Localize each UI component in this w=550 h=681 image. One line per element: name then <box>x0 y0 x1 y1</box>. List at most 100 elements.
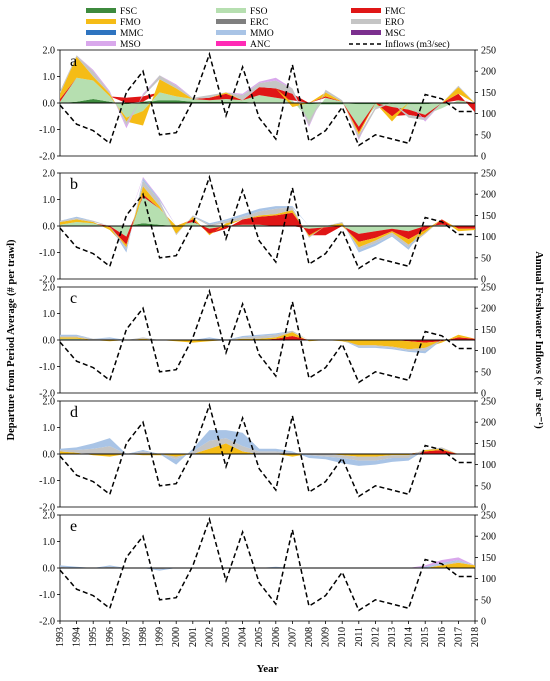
legend-label: ANC <box>250 40 270 50</box>
tick-label: -1.0 <box>39 590 55 601</box>
tick-label: 0.0 <box>43 564 56 575</box>
area-series-group <box>60 557 475 571</box>
area-fmo <box>60 443 475 457</box>
x-tick-label: 2007 <box>287 627 298 647</box>
x-tick-label: 2001 <box>188 627 199 647</box>
legend-entry-anc: ANC <box>216 40 270 50</box>
area-fmc <box>60 77 475 133</box>
legend-label: Inflows (m3/sec) <box>385 39 450 50</box>
x-tick-label: 1994 <box>72 627 83 647</box>
panel-tag: d <box>70 404 78 421</box>
legend-entry-ero: ERO <box>351 18 404 28</box>
tick-label: 1.0 <box>43 537 56 548</box>
x-tick-label: 2018 <box>470 627 481 647</box>
tick-label: -2.0 <box>39 503 55 514</box>
tick-label: 2.0 <box>43 46 56 57</box>
panel-tag: a <box>70 53 77 70</box>
tick-label: -2.0 <box>39 389 55 400</box>
tick-label: 100 <box>481 232 496 243</box>
legend-swatch <box>351 30 381 35</box>
area-fmc <box>60 194 475 245</box>
legend-swatch <box>86 19 116 24</box>
panel-a: -2.0 -1.0 0.0 1.0 2.0 0 50 100 150 200 250 a <box>39 46 496 163</box>
inflow-line <box>59 288 475 384</box>
tick-label: 0 <box>481 275 486 286</box>
left-y-ticks: -2.0 -1.0 0.0 1.0 2.0 <box>39 397 60 514</box>
y-axis-label-right: Annual Freshwater Inflows (× m³ sec⁻¹) <box>533 251 544 429</box>
x-tick-label: 2013 <box>387 627 398 647</box>
left-y-ticks: -2.0 -1.0 0.0 1.0 2.0 <box>39 283 60 400</box>
tick-label: 250 <box>481 169 496 180</box>
legend-swatch <box>216 8 246 13</box>
area-series-group <box>60 55 475 141</box>
legend-label: FMC <box>385 7 405 17</box>
tick-label: 100 <box>481 574 496 585</box>
panels: -2.0 -1.0 0.0 1.0 2.0 0 50 100 150 200 250 a -2.0 -1.… <box>39 46 496 628</box>
legend-swatch <box>351 8 381 13</box>
panel-b: -2.0 -1.0 0.0 1.0 2.0 0 50 100 150 200 250 b <box>39 169 496 286</box>
tick-label: 50 <box>481 595 491 606</box>
tick-label: -1.0 <box>39 362 55 373</box>
tick-label: 2.0 <box>43 397 56 408</box>
x-tick-label: 2016 <box>437 627 448 647</box>
panel-c: -2.0 -1.0 0.0 1.0 2.0 0 50 100 150 200 250 c <box>39 283 496 400</box>
x-tick-label: 2009 <box>321 627 332 647</box>
legend-entry-erc: ERC <box>216 18 268 28</box>
x-tick-label: 2000 <box>171 627 182 647</box>
x-tick-label: 2011 <box>354 627 365 647</box>
legend-entry-mso: MSO <box>86 40 141 50</box>
x-tick-label: 1997 <box>121 627 132 647</box>
tick-label: 2.0 <box>43 283 56 294</box>
area-ero <box>60 438 475 461</box>
x-tick-label: 2012 <box>370 627 381 647</box>
right-y-ticks: 0 50 100 150 200 250 <box>475 511 496 628</box>
x-tick-label: 1995 <box>88 627 99 647</box>
x-tick-label: 2003 <box>221 627 232 647</box>
legend-entry-mmo: MMO <box>216 29 274 39</box>
area-series-group <box>60 330 475 354</box>
x-tick-label: 2010 <box>337 627 348 647</box>
tick-label: 1.0 <box>43 72 56 83</box>
legend-entry-fmo: FMO <box>86 18 141 28</box>
panel-tag: e <box>70 518 77 535</box>
inflow-line <box>59 174 475 270</box>
legend-label: MSO <box>120 40 141 50</box>
area-fmo <box>60 562 475 568</box>
tick-label: 150 <box>481 211 496 222</box>
legend-label: MSC <box>385 29 405 39</box>
legend-label: FSC <box>120 7 137 17</box>
x-tick-label: 2006 <box>271 627 282 647</box>
tick-label: 2.0 <box>43 169 56 180</box>
legend-entry-fsc: FSC <box>86 7 137 17</box>
area-fso <box>60 77 475 127</box>
legend-swatch <box>216 41 246 46</box>
tick-label: 50 <box>481 367 491 378</box>
left-y-ticks: -2.0 -1.0 0.0 1.0 2.0 <box>39 511 60 628</box>
tick-label: 50 <box>481 481 491 492</box>
tick-label: 0 <box>481 389 486 400</box>
tick-label: 200 <box>481 418 496 429</box>
tick-label: 150 <box>481 325 496 336</box>
legend-label: MMC <box>120 29 143 39</box>
y-axis-label-left: Departure from Period Average (# per tra… <box>6 239 17 440</box>
tick-label: 2.0 <box>43 511 56 522</box>
tick-label: 50 <box>481 253 491 264</box>
legend-label: ERC <box>250 18 268 28</box>
tick-label: 150 <box>481 439 496 450</box>
tick-label: 200 <box>481 67 496 78</box>
panel-e: -2.0 -1.0 0.0 1.0 2.0 0 50 100 150 200 250 e <box>39 511 496 628</box>
legend-entry-fso: FSO <box>216 7 268 17</box>
inflow-line <box>59 51 475 147</box>
legend-entry-fmc: FMC <box>351 7 405 17</box>
tick-label: -2.0 <box>39 275 55 286</box>
tick-label: 0.0 <box>43 336 56 347</box>
x-tick-label: 2008 <box>304 627 315 647</box>
x-tick-label: 1998 <box>138 627 149 647</box>
x-tick-label: 2017 <box>453 627 464 647</box>
tick-label: 0 <box>481 152 486 163</box>
x-tick-label: 1999 <box>155 627 166 647</box>
tick-label: 200 <box>481 190 496 201</box>
legend-label: FSO <box>250 7 268 17</box>
x-axis-label: Year <box>257 663 279 675</box>
tick-label: 250 <box>481 283 496 294</box>
